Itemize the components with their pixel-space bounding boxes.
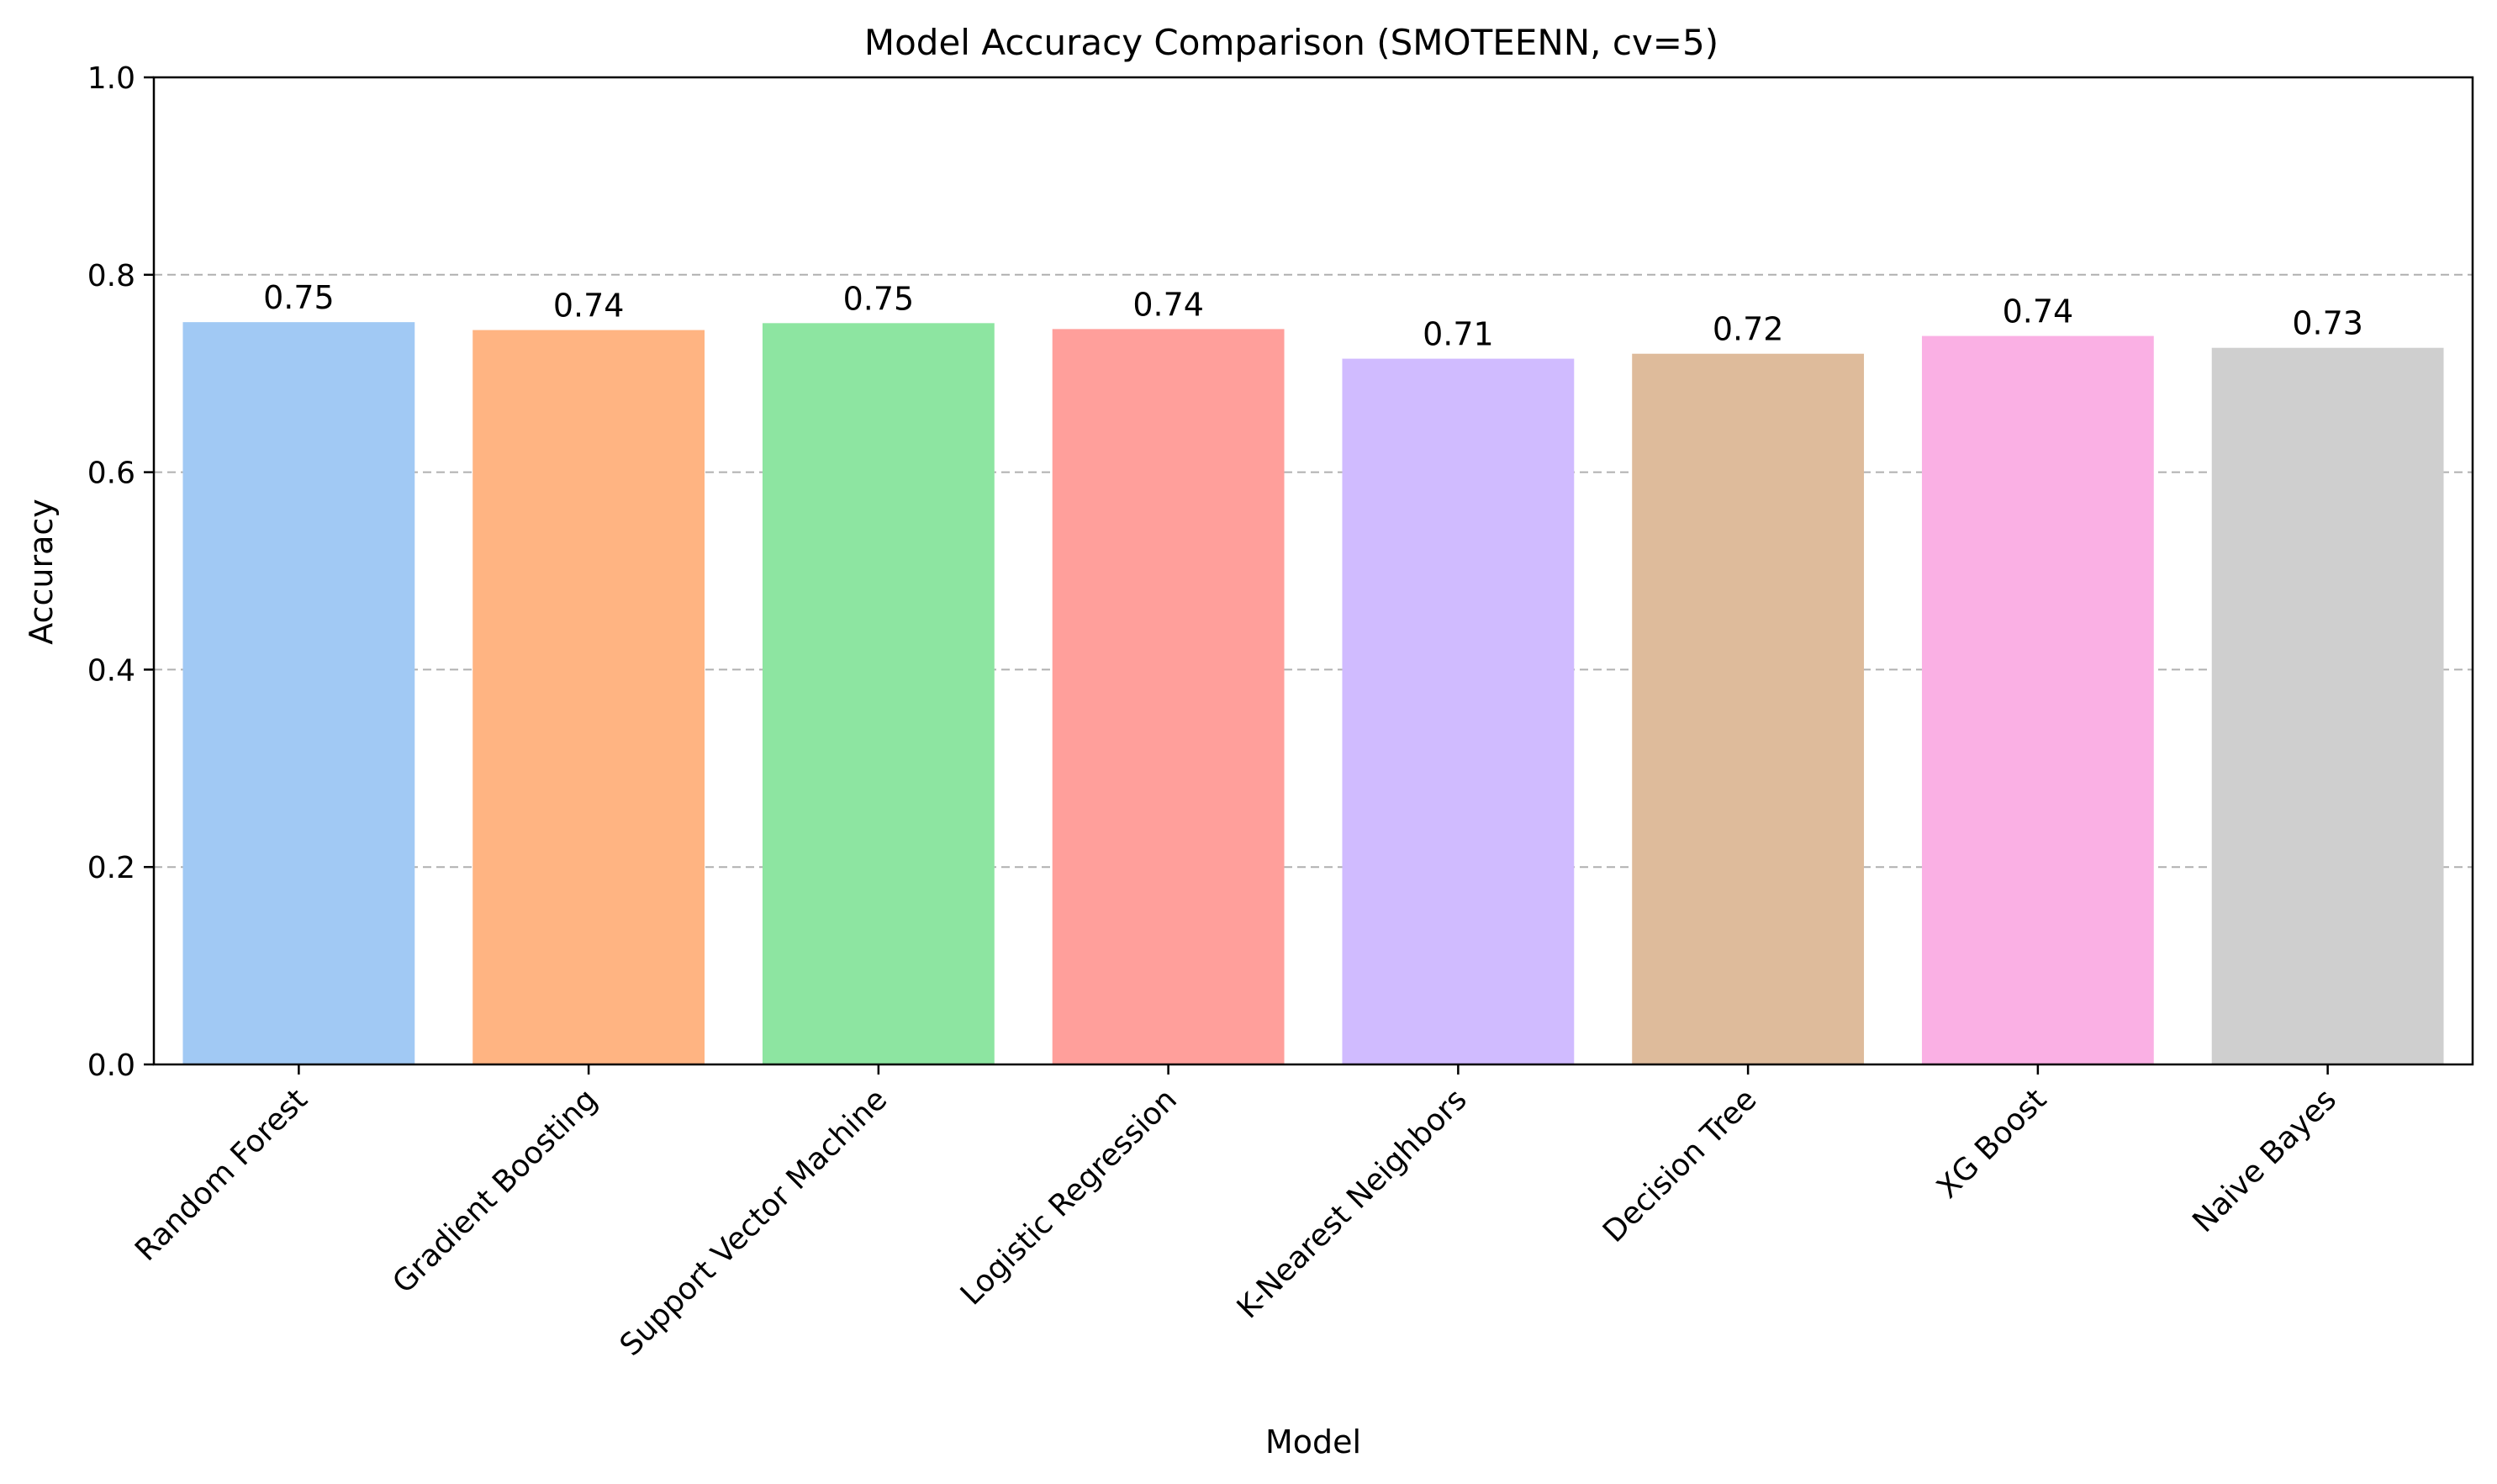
bar-6 <box>1921 335 2154 1064</box>
y-tick-label: 0.4 <box>87 653 135 688</box>
y-tick-label: 0.0 <box>87 1048 135 1083</box>
grid-lines <box>154 273 2473 869</box>
bar-2 <box>762 323 995 1064</box>
data-label: 0.71 <box>1423 316 1494 353</box>
data-label: 0.74 <box>553 288 625 325</box>
data-label: 0.72 <box>1713 311 1784 348</box>
data-label: 0.75 <box>263 279 335 316</box>
data-label: 0.75 <box>843 280 915 317</box>
y-tick-label: 0.8 <box>87 259 135 293</box>
x-tick-label: Decision Tree <box>1597 1082 1763 1249</box>
y-tick-label: 1.0 <box>87 61 135 96</box>
x-axis-label: Model <box>1265 1423 1361 1460</box>
bar-3 <box>1052 329 1285 1064</box>
bar-4 <box>1342 358 1575 1065</box>
plot-frame <box>152 76 2474 1066</box>
bar-5 <box>1632 353 1865 1065</box>
x-tick-label: Gradient Boosting <box>386 1082 604 1300</box>
y-tick-label: 0.2 <box>87 851 135 885</box>
data-labels: 0.75 0.74 0.75 0.74 0.71 0.72 0.74 0.73 <box>263 279 2363 352</box>
bar-7 <box>2211 347 2444 1064</box>
chart-title: Model Accuracy Comparison (SMOTEENN, cv=… <box>864 22 1718 63</box>
data-label: 0.73 <box>2292 305 2363 342</box>
x-tick-label: Support Vector Machine <box>614 1082 894 1362</box>
data-label: 0.74 <box>1132 286 1204 323</box>
bars <box>182 322 2444 1065</box>
x-tick-label: Logistic Regression <box>954 1082 1184 1312</box>
bar-0 <box>182 322 415 1065</box>
y-axis-label: Accuracy <box>23 499 60 645</box>
y-tick-label: 0.6 <box>87 457 135 491</box>
x-tick-label: K-Nearest Neighbors <box>1231 1082 1474 1325</box>
data-label: 0.74 <box>2003 293 2074 330</box>
x-axis: Random Forest Gradient Boosting Support Ve… <box>129 1064 2343 1363</box>
bar-1 <box>472 330 705 1064</box>
x-tick-label: Naive Bayes <box>2186 1082 2343 1239</box>
x-tick-label: XG Boost <box>1930 1082 2053 1205</box>
x-tick-label: Random Forest <box>129 1082 314 1268</box>
y-axis: 0.0 0.2 0.4 0.6 0.8 1.0 <box>87 61 154 1083</box>
